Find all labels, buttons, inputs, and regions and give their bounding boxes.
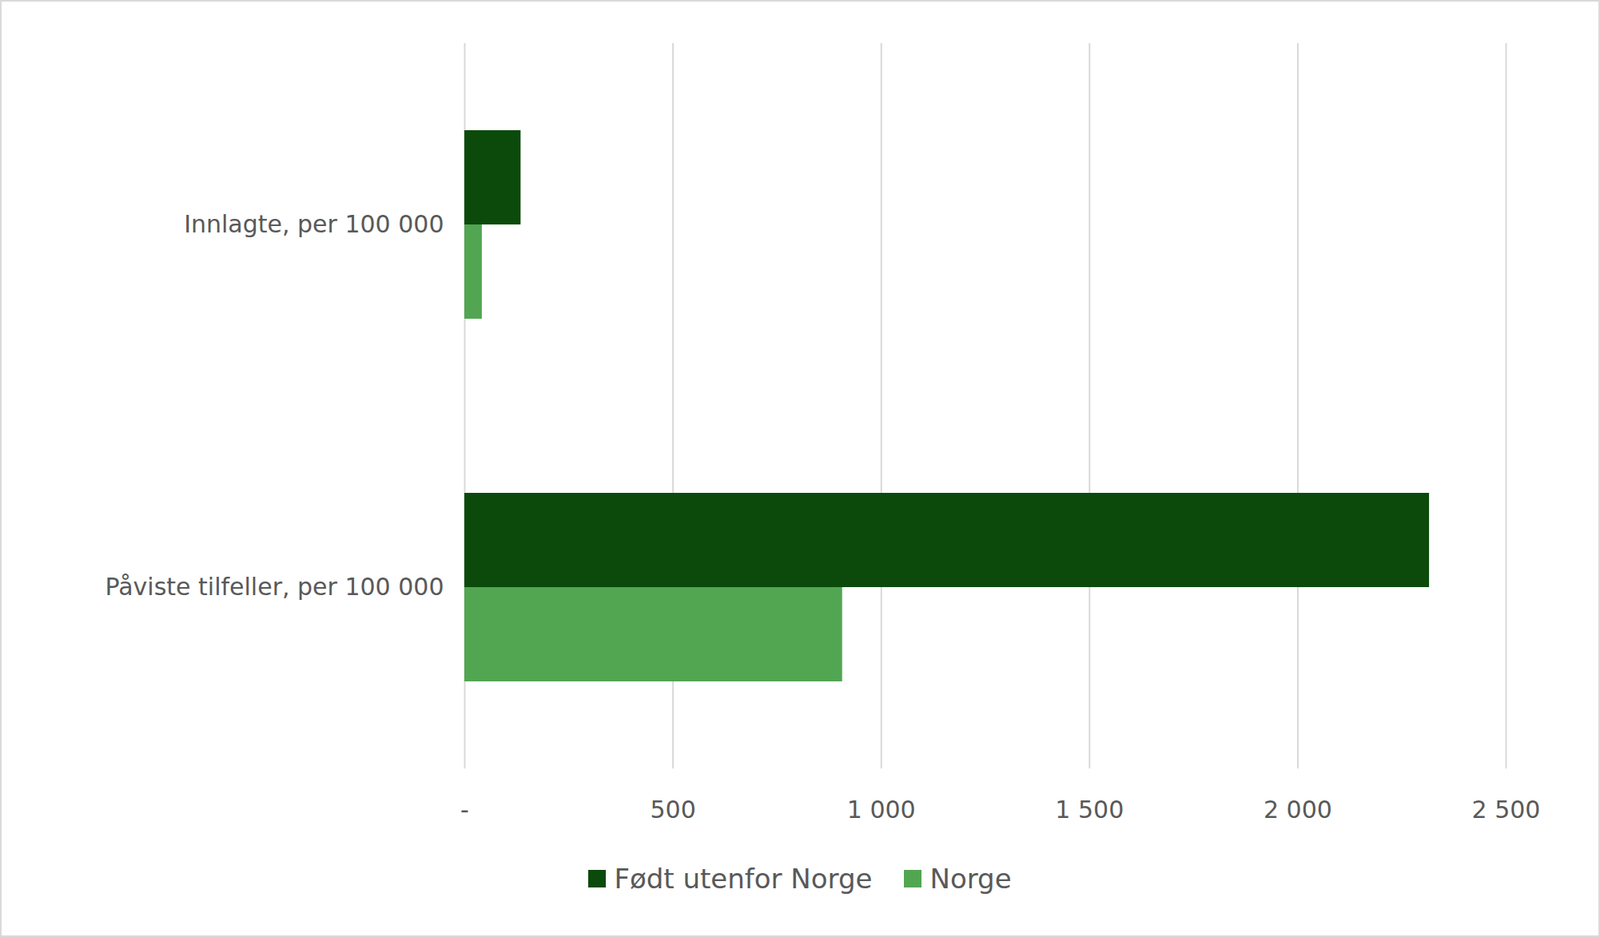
svg-text:500: 500 bbox=[649, 796, 696, 824]
svg-text:1 000: 1 000 bbox=[847, 796, 916, 824]
svg-text:2 000: 2 000 bbox=[1263, 796, 1333, 824]
svg-text:Innlagte, per 100 000: Innlagte, per 100 000 bbox=[183, 210, 444, 239]
html-text:Født utenfor Norge: Født utenfor Norge bbox=[614, 863, 873, 896]
svg-text:-: - bbox=[460, 796, 470, 824]
html-text:Norge: Norge bbox=[929, 863, 1012, 896]
svg-text:1 500: 1 500 bbox=[1054, 796, 1124, 824]
svg-text:2 500: 2 500 bbox=[1472, 796, 1541, 824]
svg-text:Påviste tilfeller, per 100 000: Påviste tilfeller, per 100 000 bbox=[104, 573, 444, 601]
